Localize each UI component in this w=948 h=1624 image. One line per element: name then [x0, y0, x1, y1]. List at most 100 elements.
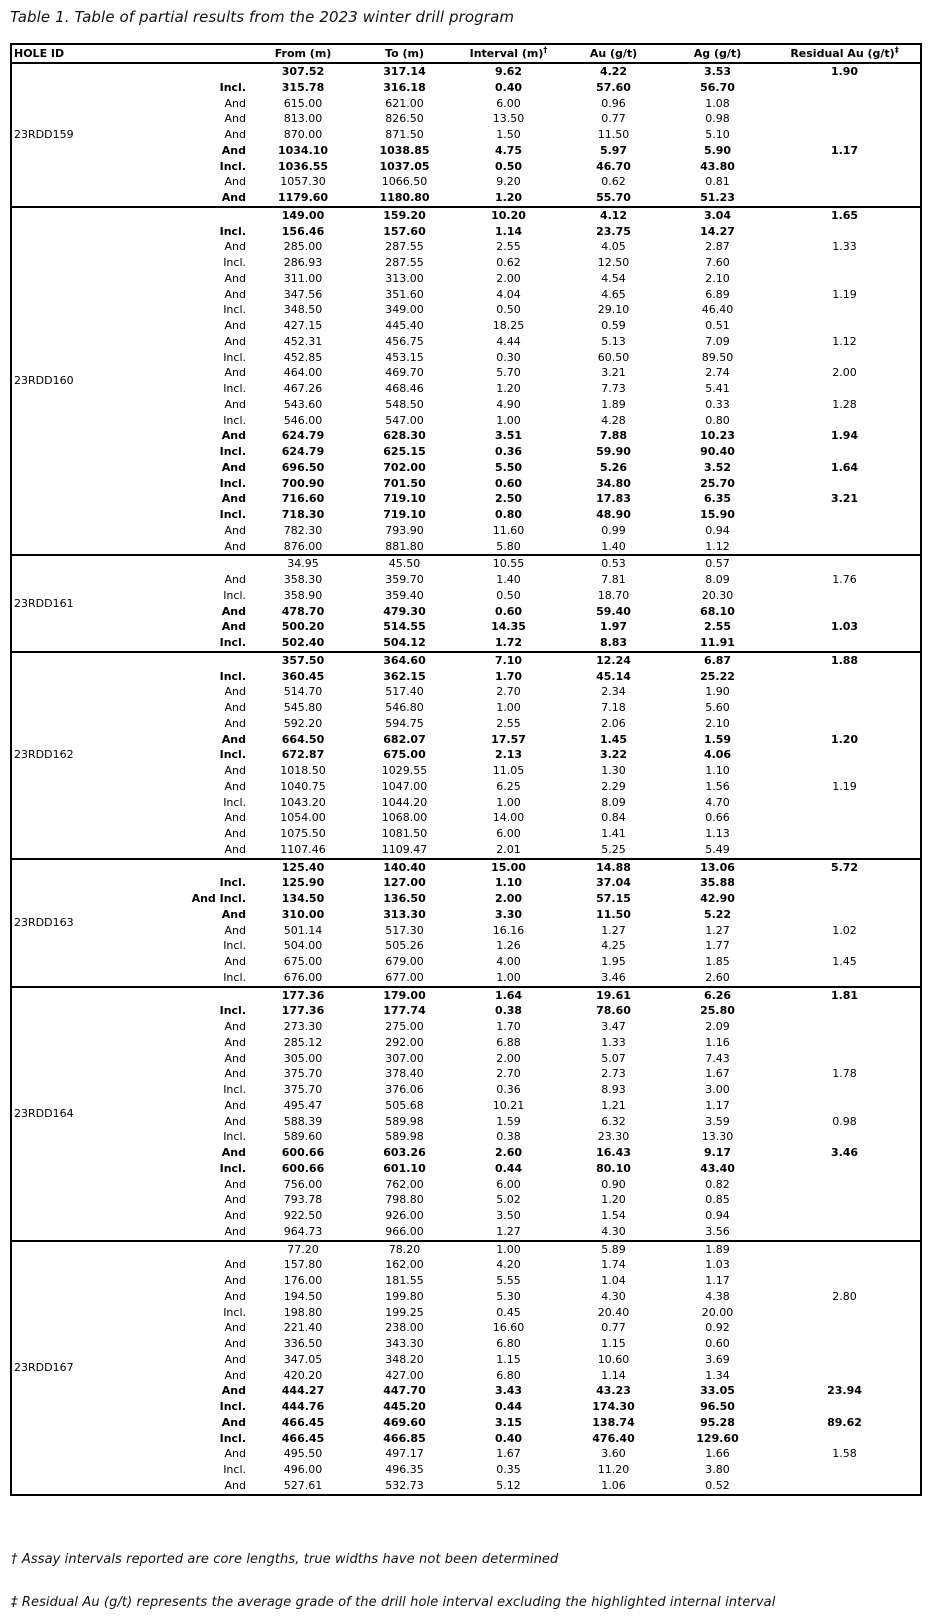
au-cell: 3.60 — [601, 1447, 626, 1461]
ag-cell: 1.85 — [705, 955, 730, 968]
qualifier-cell: And — [224, 685, 247, 699]
to-cell: 589.98 — [385, 1114, 424, 1128]
interval-cell: 1.72 — [494, 636, 523, 649]
table-row: And 813.00 826.50 13.50 0.77 0.98 — [11, 111, 921, 127]
au-cell: 1.54 — [601, 1209, 626, 1222]
table-row: And 305.00 307.00 2.00 5.07 7.43 — [11, 1051, 921, 1067]
from-cell: 600.66 — [281, 1146, 325, 1159]
table-row: And 1107.46 1109.47 2.01 5.25 5.49 — [11, 842, 921, 859]
to-cell: 682.07 — [383, 732, 426, 746]
interval-cell: 6.80 — [496, 1368, 521, 1382]
ag-cell: 90.40 — [700, 445, 735, 458]
qualifier-cell: Incl. — [219, 636, 247, 649]
to-cell: 292.00 — [385, 1035, 424, 1049]
interval-cell: 1.64 — [494, 988, 523, 1002]
residual-au-cell — [769, 1177, 921, 1193]
from-cell: 307.52 — [281, 65, 325, 78]
ag-cell: 6.87 — [703, 653, 732, 667]
ag-cell: 1.27 — [705, 923, 730, 937]
qualifier-cell: And — [224, 573, 247, 586]
qualifier-cell: Incl. — [223, 970, 247, 984]
au-cell: 78.60 — [596, 1004, 631, 1018]
ag-cell: 4.06 — [703, 748, 732, 762]
qualifier-cell: And — [224, 1258, 247, 1272]
from-cell: 716.60 — [281, 492, 325, 506]
au-cell: 17.83 — [596, 492, 631, 506]
from-cell: 305.00 — [283, 1051, 323, 1065]
to-cell: 679.00 — [385, 955, 424, 968]
table-row: And 444.27 447.70 3.43 43.23 33.05 23.94 — [11, 1383, 921, 1399]
ag-cell: 8.09 — [705, 573, 730, 586]
to-cell: 199.25 — [385, 1305, 424, 1319]
residual-au-cell: 1.12 — [832, 334, 857, 348]
from-cell: 125.90 — [281, 876, 325, 890]
residual-au-cell: 23.94 — [827, 1384, 862, 1398]
interval-cell: 7.10 — [494, 653, 523, 667]
table-row: And 464.00 469.70 5.70 3.21 2.74 2.00 — [11, 365, 921, 381]
au-cell: 2.29 — [601, 779, 626, 793]
au-cell: 34.80 — [596, 476, 631, 490]
to-cell: 287.55 — [385, 240, 424, 254]
qualifier-cell — [151, 555, 253, 572]
ag-cell: 51.23 — [700, 191, 735, 204]
from-cell: 285.00 — [283, 240, 323, 254]
from-cell: 177.36 — [281, 988, 325, 1002]
au-cell: 12.50 — [597, 256, 630, 269]
interval-cell: 0.50 — [494, 159, 523, 173]
residual-au-cell — [769, 1192, 921, 1208]
from-cell: 466.45 — [281, 1415, 325, 1429]
qualifier-cell: And — [221, 429, 247, 443]
table-row: And 1075.50 1081.50 6.00 1.41 1.13 — [11, 826, 921, 842]
from-cell: 813.00 — [283, 112, 323, 126]
table-title: Table 1. Table of partial results from t… — [10, 8, 515, 26]
au-cell: 7.88 — [599, 429, 628, 443]
from-cell: 156.46 — [281, 224, 325, 238]
to-cell: 466.85 — [383, 1431, 426, 1445]
header-ag: Ag (g/t) — [693, 47, 742, 60]
interval-cell: 3.51 — [494, 429, 523, 443]
ag-cell: 0.51 — [705, 319, 730, 332]
table-row: And 1054.00 1068.00 14.00 0.84 0.66 — [11, 810, 921, 826]
dagger-symbol: † — [543, 45, 548, 55]
from-cell: 501.14 — [283, 923, 323, 937]
interval-cell: 4.20 — [496, 1258, 521, 1272]
interval-cell: 6.80 — [496, 1337, 521, 1350]
header-row: HOLE ID From (m) To (m) Interval (m)† Au… — [11, 44, 922, 63]
ag-cell: 3.56 — [705, 1224, 730, 1238]
to-cell: 603.26 — [383, 1146, 426, 1159]
residual-au-cell — [769, 381, 921, 397]
ag-cell: 1.10 — [705, 764, 730, 777]
au-cell: 4.22 — [599, 65, 628, 78]
au-cell: 7.81 — [601, 573, 626, 586]
residual-au-cell — [769, 700, 921, 716]
from-cell: 514.70 — [283, 685, 323, 699]
from-cell: 464.00 — [283, 366, 323, 380]
residual-au-cell: 1.45 — [832, 955, 857, 968]
qualifier-cell: And — [224, 1020, 247, 1033]
ag-cell: 2.87 — [705, 240, 730, 254]
to-cell: 548.50 — [385, 397, 424, 411]
qualifier-cell: Incl. — [219, 669, 247, 683]
qualifier-cell: And — [221, 620, 247, 634]
interval-cell: 0.60 — [494, 604, 523, 618]
interval-cell: 3.50 — [496, 1209, 521, 1222]
to-cell: 594.75 — [385, 716, 424, 730]
residual-au-cell: 3.21 — [830, 492, 859, 506]
from-cell: 676.00 — [283, 970, 323, 984]
ag-cell: 3.04 — [703, 208, 732, 222]
interval-cell: 6.00 — [496, 827, 521, 840]
residual-au-cell — [769, 190, 921, 207]
interval-cell: 1.59 — [496, 1114, 521, 1128]
ag-cell: 1.59 — [703, 732, 732, 746]
residual-au-cell — [769, 1051, 921, 1067]
from-cell: 427.15 — [283, 319, 323, 332]
qualifier-cell: Incl. — [219, 445, 247, 458]
interval-cell: 0.50 — [496, 588, 521, 602]
interval-cell: 16.60 — [492, 1321, 525, 1335]
au-cell: 4.25 — [601, 939, 626, 953]
from-cell: 285.12 — [283, 1035, 323, 1049]
au-cell: 45.14 — [596, 669, 631, 683]
from-cell: 496.00 — [283, 1463, 323, 1476]
au-cell: 10.60 — [597, 1352, 630, 1366]
table-row: And 347.05 348.20 1.15 10.60 3.69 — [11, 1352, 921, 1368]
